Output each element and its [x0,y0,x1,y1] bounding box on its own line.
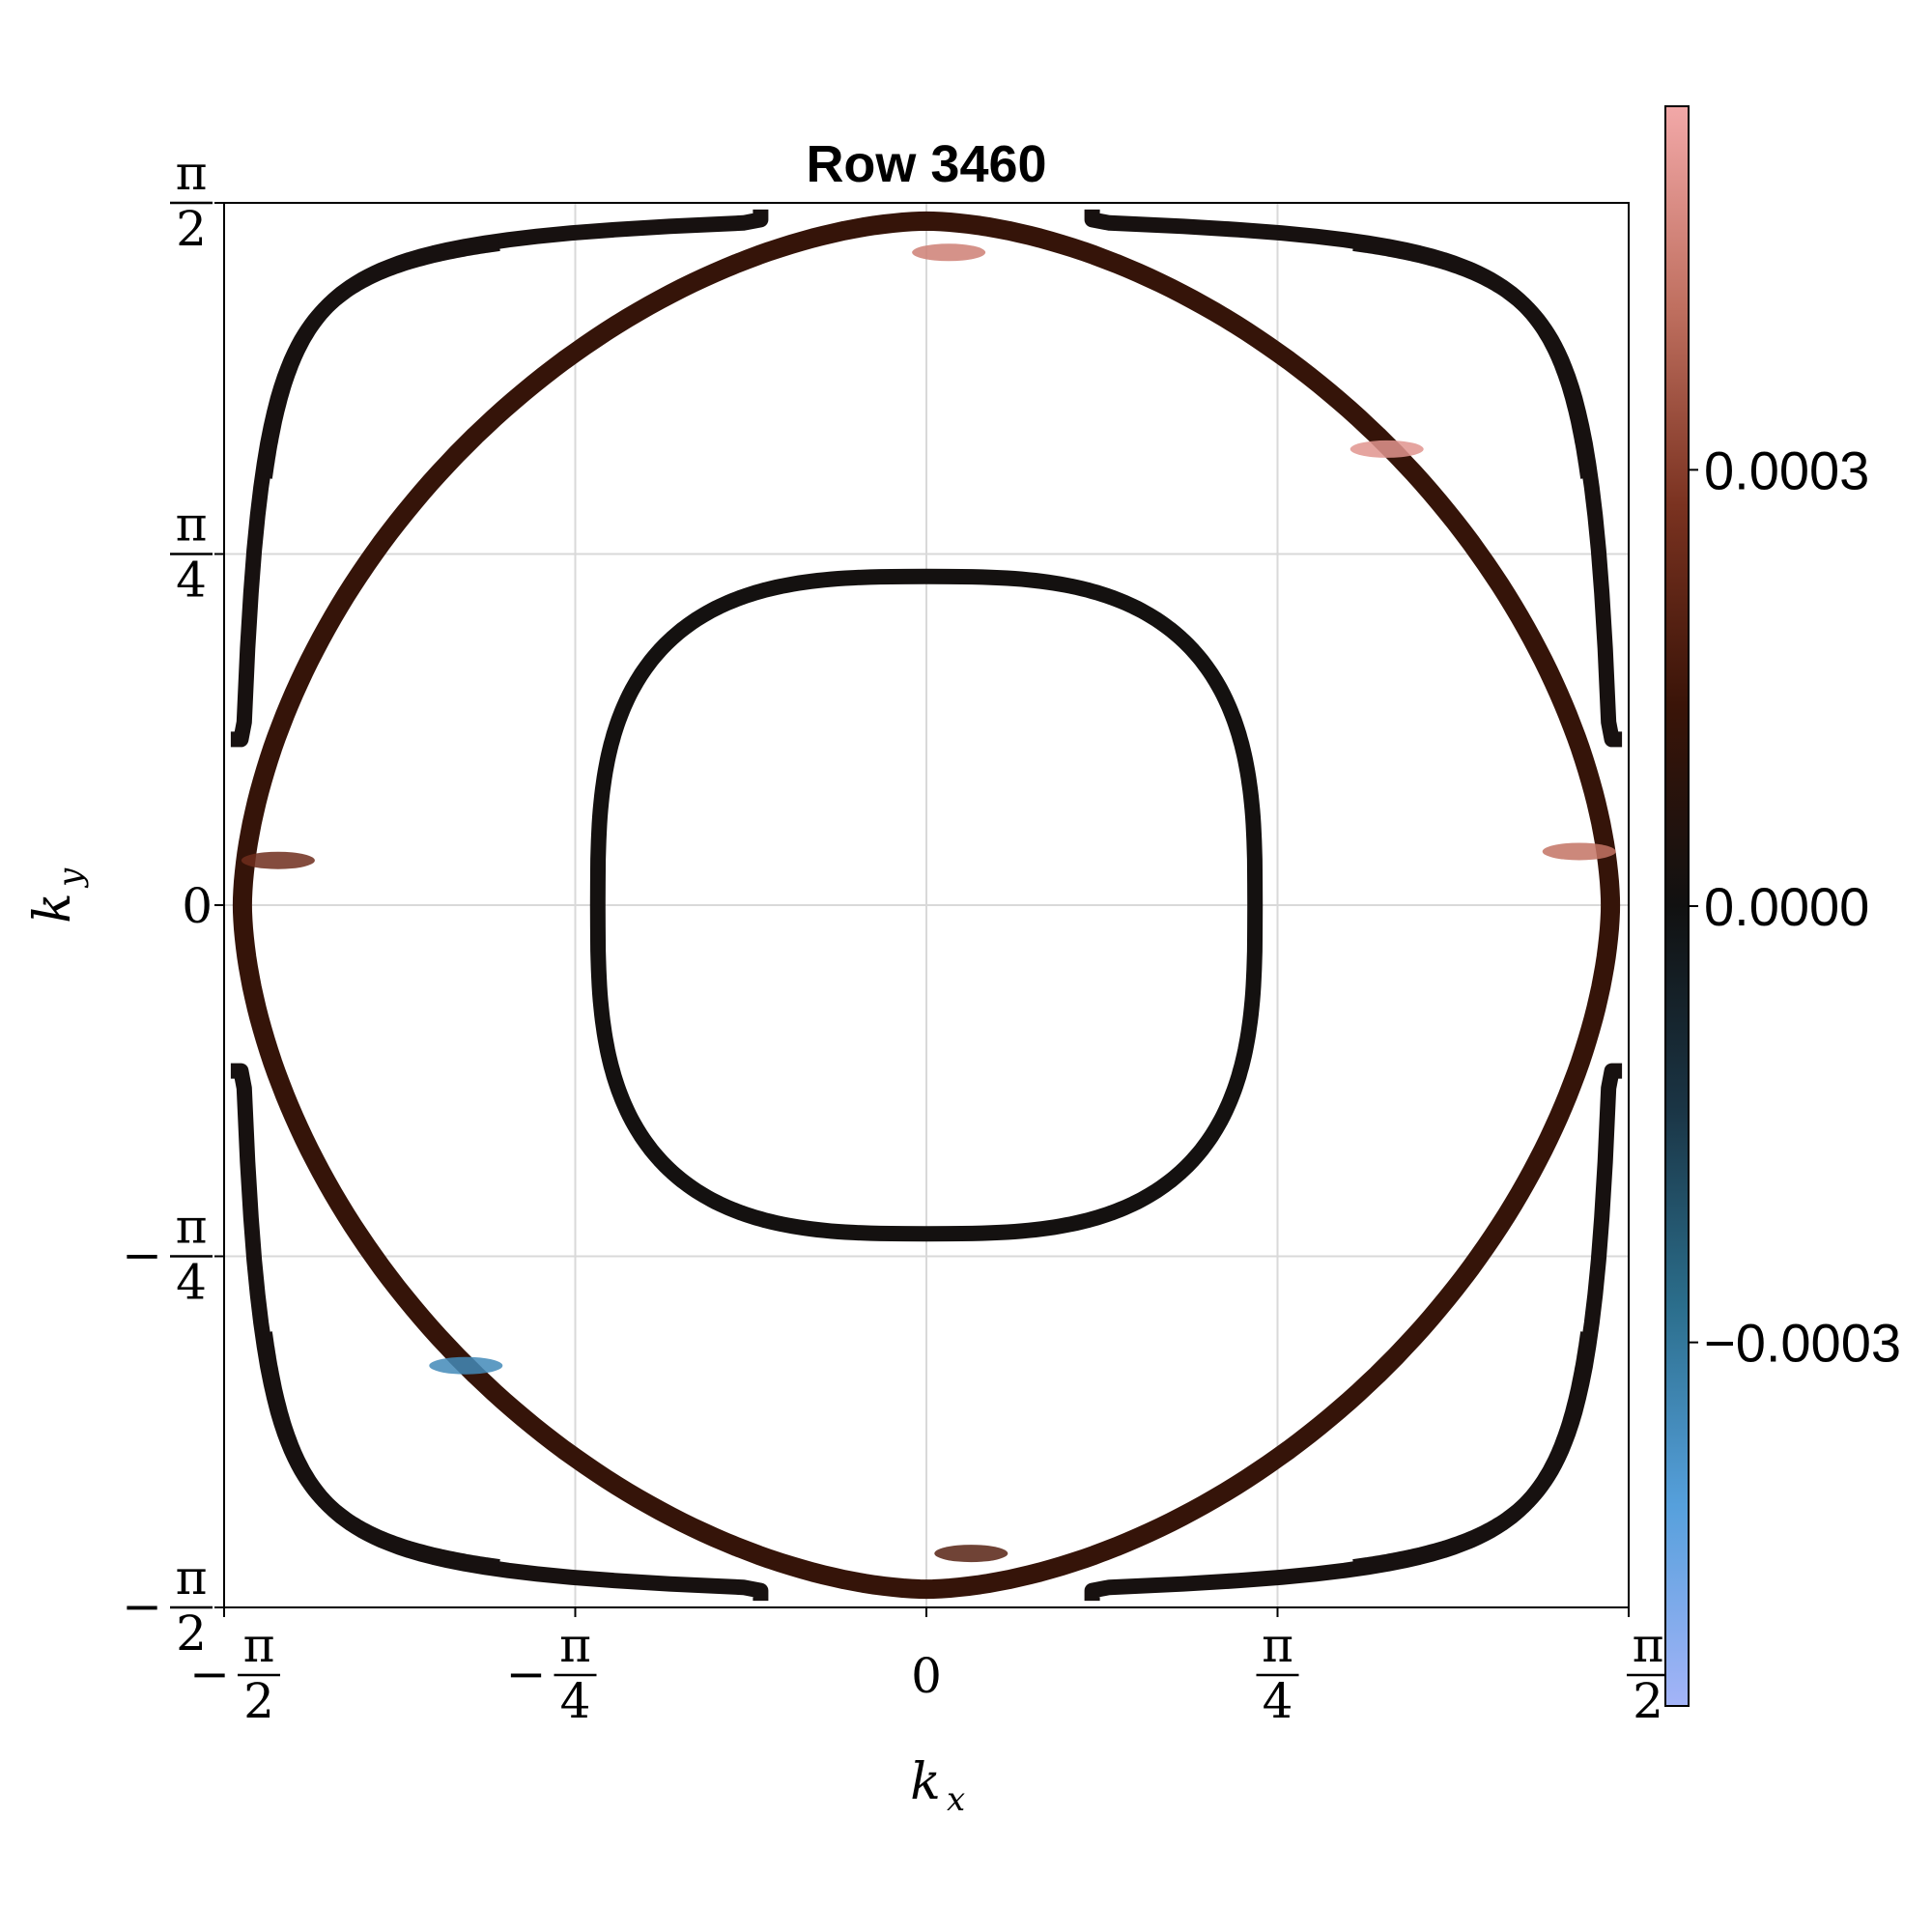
colorbar [1664,105,1690,1707]
chart-title: Row 3460 [806,135,1046,193]
y-tick-label-1: π4 [170,497,213,609]
x-tick-label-0-den: 2 [243,1673,274,1729]
x-tick-label-1-sign: − [506,1646,547,1702]
contour-corner-bottom-right [1349,1063,1627,1576]
contour-corner-bottom-left-b [256,1327,769,1605]
y-tick-label-0-den: 2 [176,201,207,257]
x-axis-label-k: k [910,1753,941,1811]
y-tick-label-1-num: π [176,497,208,553]
x-tick-label-1-den: 4 [560,1673,591,1729]
highlight-marks [241,243,1616,1563]
x-tick-label-1: π4− [506,1617,597,1729]
y-tick-label-4: π2− [122,1549,213,1662]
y-axis-label-sub: y [51,867,90,889]
x-tick-label-3-num: π [1262,1617,1293,1673]
y-tick-label-0: π2 [170,145,213,257]
y-tick-label-3: π4− [122,1199,213,1311]
y-tick-label-4-num: π [176,1549,208,1605]
colorbar-tick-label-1: 0.0000 [1704,876,1869,937]
contour-outer [232,211,1621,1600]
colorbar-tick-label-0: 0.0003 [1704,440,1869,500]
y-axis-label: k y [24,867,90,923]
y-tick-label-4-den: 2 [176,1605,207,1662]
y-tick-label-3-num: π [176,1199,208,1255]
colorbar-tick-label-2: −0.0003 [1704,1313,1901,1374]
x-tick-label-0: π2− [189,1617,280,1729]
highlight-mark-3 [241,851,315,869]
highlight-mark-4 [429,1356,503,1375]
x-tick-label-4-num: π [1633,1617,1664,1673]
contour-corner-top-right-b [1084,205,1597,483]
x-axis-label: k x [910,1753,965,1819]
contour-corner-top-left-b [256,205,769,483]
x-tick-label-2-value: 0 [911,1648,942,1704]
y-axis-label-k: k [24,893,82,923]
x-tick-label-4: π2 [1627,1617,1669,1729]
y-tick-label-0-num: π [176,145,208,201]
y-tick-label-2: 0 [182,878,213,934]
x-tick-label-4-den: 2 [1633,1673,1663,1729]
x-tick-label-1-num: π [559,1617,591,1673]
x-tick-label-2: 0 [911,1648,942,1704]
contour-corner-bottom-right-b [1084,1327,1597,1605]
highlight-mark-5 [934,1545,1009,1563]
x-tick-label-3: π4 [1256,1617,1299,1729]
y-tick-label-4-sign: − [122,1578,162,1634]
colorbar-ticks: 0.0003 0.0000 −0.0003 [1689,440,1901,1374]
y-tick-label-3-sign: − [122,1228,162,1284]
contour-inner [589,568,1264,1242]
contour-corner-top-right [1349,235,1627,748]
highlight-mark-1 [1350,440,1424,458]
y-tick-label-3-den: 4 [176,1255,207,1311]
y-tick-label-2-value: 0 [182,878,213,934]
contour-lines [226,205,1627,1605]
highlight-mark-2 [1542,842,1616,861]
x-tick-label-3-den: 4 [1263,1673,1293,1729]
grid-lines [223,202,1630,1608]
x-tick-label-0-sign: − [189,1646,230,1702]
x-axis-label-sub: x [947,1780,965,1819]
x-tick-label-0-num: π [243,1617,275,1673]
y-tick-label-1-den: 4 [176,553,207,609]
contour-corner-top-left [226,235,504,748]
contour-corner-bottom-left [226,1063,504,1576]
highlight-mark-0 [912,243,986,262]
